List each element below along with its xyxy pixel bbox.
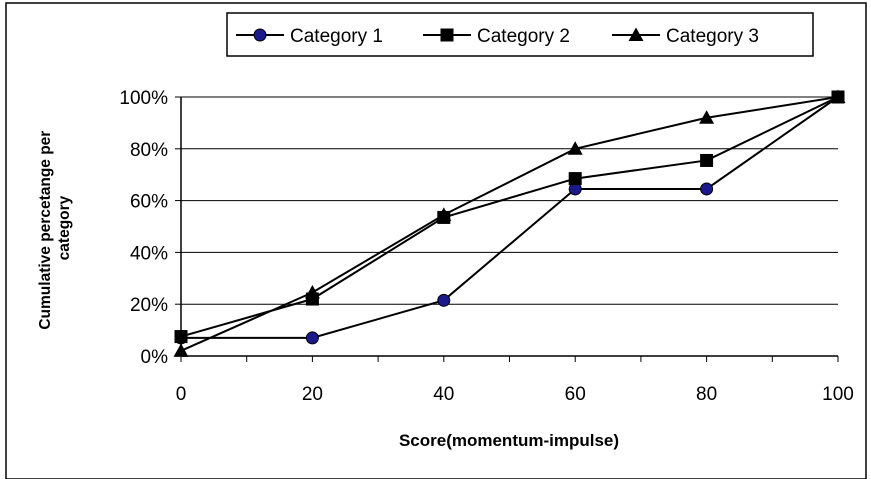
legend-marker [440,28,454,42]
legend-label: Category 1 [290,26,383,47]
series-line [180,96,839,352]
x-tick-label: 0 [176,384,187,405]
legend: Category 1 Category 2 Category 3 [236,26,759,47]
legend-box [226,12,814,57]
data-point [305,331,319,345]
y-axis-label: Cumulative percetange per category [37,126,73,329]
y-tick-label: 80% [130,140,168,161]
x-tick-label: 80 [696,384,717,405]
data-point [436,207,452,221]
y-tick-label: 60% [130,192,168,213]
legend-label: Category 2 [477,26,570,47]
data-point [173,343,189,357]
data-point [437,293,451,307]
data-point [700,182,714,196]
y-axis-label-line-1: Cumulative percetange per [37,131,54,330]
data-point [567,141,583,155]
x-tick-label: 60 [565,384,586,405]
series-line [180,96,839,338]
x-tick-label: 40 [433,384,454,405]
data-point [568,172,582,186]
y-tick-label: 20% [130,295,168,316]
data-point [699,110,715,124]
chart-border [5,2,867,479]
x-tick-label: 20 [302,384,323,405]
series-line [181,96,839,339]
data-point [700,153,714,167]
y-tick-label: 0% [141,347,169,368]
y-tick-label: 40% [130,243,168,264]
y-axis-label-line-2: category [56,195,73,260]
x-axis-label: Score(momentum-impulse) [399,431,619,450]
data-point [830,89,846,103]
grid [181,96,838,305]
legend-marker [628,27,644,41]
y-tick-label: 100% [119,88,168,109]
x-tick-label: 100 [822,384,854,405]
data-point [174,330,188,344]
legend-label: Category 3 [666,26,759,47]
legend-marker [253,28,267,42]
series-layer [173,89,846,357]
data-point [304,285,320,299]
axes: 0% 20% 40% 60% 80% 100% 0 20 40 60 80 100 [119,88,853,405]
